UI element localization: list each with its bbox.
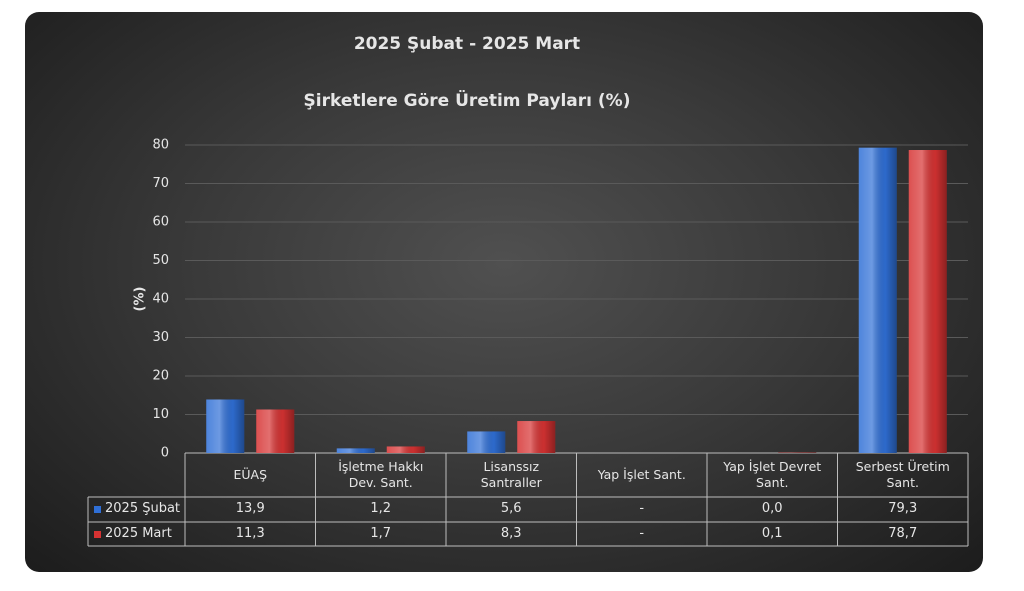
table-value: -: [639, 526, 645, 541]
legend-swatch: [94, 530, 101, 538]
table-value: -: [639, 501, 645, 516]
category-label: Yap İşlet Devret Sant.: [723, 459, 822, 490]
y-tick-label: 0: [161, 446, 169, 461]
bar-shine: [517, 421, 556, 453]
bar-shine: [908, 150, 947, 453]
chart-subtitle: Şirketlere Göre Üretim Payları (%): [304, 89, 631, 111]
bar-shine: [206, 399, 245, 453]
table-value: 0,1: [761, 526, 783, 541]
category-label: Lisanssız Santraller: [480, 459, 542, 490]
y-tick-label: 80: [152, 138, 169, 153]
table-value: 8,3: [500, 526, 522, 541]
bar-shine: [858, 147, 897, 453]
table-value: 79,3: [888, 501, 918, 516]
category-label: Yap İşlet Sant.: [597, 467, 686, 482]
legend-label: 2025 Şubat: [105, 501, 181, 516]
chart-title: 2025 Şubat - 2025 Mart: [354, 34, 580, 54]
bar-shine: [467, 431, 506, 453]
y-tick-label: 40: [152, 292, 169, 307]
table-value: 0,0: [761, 501, 783, 516]
y-tick-label: 10: [152, 407, 169, 422]
y-tick-label: 30: [152, 330, 169, 345]
bar-shine: [386, 446, 425, 453]
y-tick-label: 60: [152, 215, 169, 230]
bar-shine: [336, 448, 375, 453]
legend-swatch: [94, 505, 101, 513]
table-value: 1,7: [370, 526, 392, 541]
bar-shine: [256, 409, 295, 453]
y-tick-label: 20: [152, 369, 169, 384]
legend-entry: 2025 Şubat: [88, 497, 185, 521]
category-label: Serbest Üretim Sant.: [855, 459, 950, 490]
y-tick-label: 70: [152, 176, 169, 191]
table-value: 11,3: [235, 526, 265, 541]
legend-entry: 2025 Mart: [88, 522, 185, 546]
category-label: İşletme Hakkı Dev. Sant.: [338, 459, 424, 490]
legend-label: 2025 Mart: [105, 526, 172, 541]
y-tick-label: 50: [152, 253, 169, 268]
y-axis-label: (%): [133, 287, 148, 312]
table-value: 78,7: [888, 526, 918, 541]
table-value: 1,2: [370, 501, 392, 516]
category-label: EÜAŞ: [233, 467, 268, 482]
table-value: 13,9: [235, 501, 265, 516]
table-value: 5,6: [500, 501, 522, 516]
